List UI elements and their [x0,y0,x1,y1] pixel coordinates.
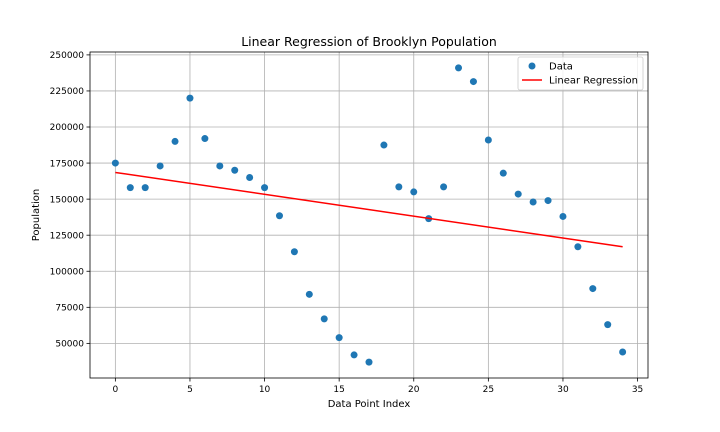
data-point [559,212,567,220]
data-point [305,290,313,298]
data-point [216,162,224,170]
data-point [604,321,612,329]
data-point [440,183,448,191]
data-point [529,198,537,206]
legend-box [517,56,644,91]
data-point [499,169,507,177]
y-axis-label: Population [31,189,42,242]
data-point [365,358,373,366]
x-tick-label: 35 [632,385,643,395]
data-point [335,334,343,342]
regression-line [115,171,623,248]
data-point [619,348,627,356]
legend-marker-data [528,62,536,70]
data-point [246,173,254,181]
data-point [201,135,209,143]
data-point [261,184,269,192]
x-tick-label: 5 [187,385,193,395]
chart-title: Linear Regression of Brooklyn Population [241,34,497,49]
data-point [320,315,328,323]
data-point [171,137,179,145]
plot-data [111,64,627,366]
data-point [410,188,418,196]
data-point [544,197,552,205]
x-tick-label: 25 [483,385,494,395]
data-point [126,184,134,192]
ticks: 0 5 10 15 20 25 30 35 50000 75000 100000 125000 1500… [50,51,644,395]
plot-frame [89,51,649,379]
x-axis-label: Data Point Index [328,399,411,410]
y-tick-label: 100000 [50,267,85,277]
data-point [275,212,283,220]
data-point [380,141,388,149]
data-point [156,162,164,170]
legend-label-regression: Linear Regression [549,76,638,87]
data-point [111,159,119,167]
y-tick-label: 75000 [55,304,84,314]
x-tick-label: 0 [112,385,118,395]
data-point [484,136,492,144]
data-point [141,184,149,192]
y-tick-label: 225000 [50,87,85,97]
data-point [186,94,194,102]
data-point [395,183,403,191]
y-tick-label: 125000 [50,231,85,241]
legend: Data Linear Regression [517,56,644,91]
data-point [455,64,463,72]
data-point [231,166,239,174]
data-point [514,190,522,198]
legend-label-data: Data [549,62,573,73]
x-tick-label: 15 [333,385,344,395]
x-tick-label: 30 [557,385,569,395]
x-tick-label: 10 [259,385,271,395]
data-point [350,351,358,359]
data-point [290,248,298,256]
y-tick-label: 175000 [50,159,85,169]
grid [90,52,648,378]
y-tick-label: 150000 [50,195,85,205]
data-point [469,78,477,86]
y-tick-label: 200000 [50,123,85,133]
data-point [574,243,582,251]
y-tick-label: 50000 [55,340,84,350]
data-point [589,285,597,293]
x-tick-label: 20 [408,385,420,395]
y-tick-label: 250000 [50,51,85,61]
